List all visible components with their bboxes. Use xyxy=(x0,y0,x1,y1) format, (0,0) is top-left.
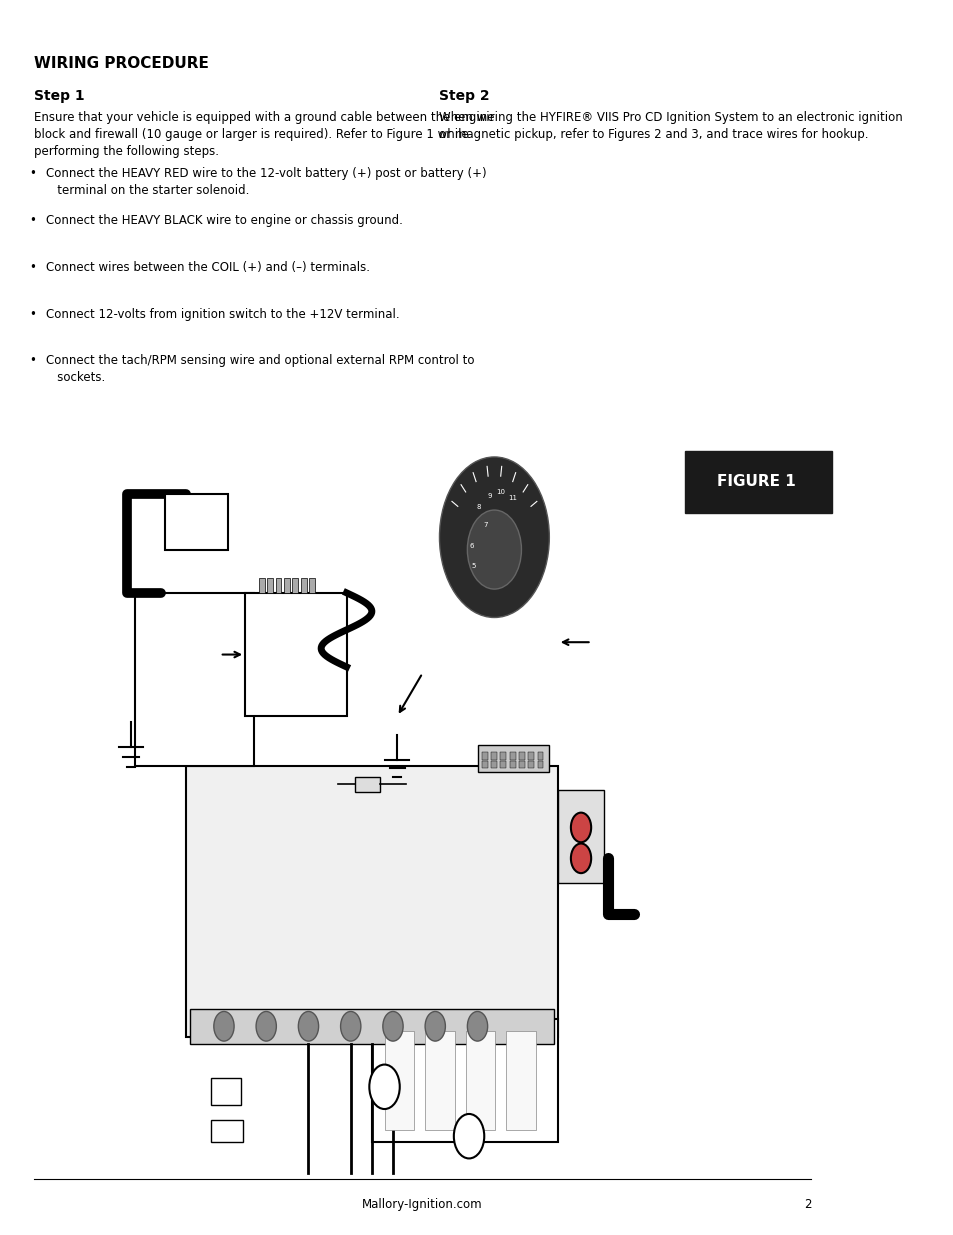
Bar xyxy=(186,766,558,1037)
Bar xyxy=(518,752,524,760)
Text: •: • xyxy=(30,214,36,227)
Bar xyxy=(245,593,346,716)
Bar xyxy=(481,761,487,768)
Text: Step 2: Step 2 xyxy=(439,89,490,103)
Bar xyxy=(518,761,524,768)
Bar xyxy=(558,790,603,883)
Bar xyxy=(425,1031,455,1130)
Circle shape xyxy=(425,1011,445,1041)
Bar xyxy=(499,761,506,768)
Text: 8: 8 xyxy=(476,504,480,510)
Circle shape xyxy=(454,1114,484,1158)
Text: 6: 6 xyxy=(469,543,474,550)
Text: Connect the HEAVY BLACK wire to engine or chassis ground.: Connect the HEAVY BLACK wire to engine o… xyxy=(47,214,403,227)
Bar xyxy=(491,752,497,760)
Bar xyxy=(309,578,314,593)
Text: Connect the tach/RPM sensing wire and optional external RPM control to
   socket: Connect the tach/RPM sensing wire and op… xyxy=(47,354,475,384)
Bar xyxy=(481,752,487,760)
Bar xyxy=(293,578,298,593)
Bar xyxy=(528,761,534,768)
Bar xyxy=(258,578,264,593)
Text: 10: 10 xyxy=(497,489,505,495)
Circle shape xyxy=(255,1011,276,1041)
Circle shape xyxy=(467,510,521,589)
Bar xyxy=(211,1078,240,1105)
Text: •: • xyxy=(30,167,36,180)
Bar xyxy=(267,578,273,593)
Circle shape xyxy=(382,1011,403,1041)
Text: Connect the HEAVY RED wire to the 12-volt battery (+) post or battery (+)
   ter: Connect the HEAVY RED wire to the 12-vol… xyxy=(47,167,487,196)
Circle shape xyxy=(570,813,591,842)
Text: Step 1: Step 1 xyxy=(33,89,85,103)
Circle shape xyxy=(369,1065,399,1109)
Text: When wiring the HYFIRE® VIIS Pro CD Ignition System to an electronic ignition
or: When wiring the HYFIRE® VIIS Pro CD Igni… xyxy=(439,111,902,141)
Text: 5: 5 xyxy=(471,563,475,569)
Text: Connect 12-volts from ignition switch to the +12V terminal.: Connect 12-volts from ignition switch to… xyxy=(47,308,399,321)
Bar xyxy=(506,1031,536,1130)
Circle shape xyxy=(298,1011,318,1041)
Bar xyxy=(211,1120,243,1142)
Circle shape xyxy=(213,1011,233,1041)
Text: 2: 2 xyxy=(803,1198,810,1210)
Text: 9: 9 xyxy=(487,493,491,499)
Bar xyxy=(537,761,543,768)
Bar xyxy=(372,1019,558,1142)
Bar xyxy=(477,745,549,772)
Bar xyxy=(300,578,307,593)
Text: Connect wires between the COIL (+) and (–) terminals.: Connect wires between the COIL (+) and (… xyxy=(47,261,370,274)
Circle shape xyxy=(467,1011,487,1041)
Bar xyxy=(135,593,253,766)
Bar xyxy=(465,1031,495,1130)
Circle shape xyxy=(340,1011,360,1041)
Bar xyxy=(355,777,380,792)
Bar xyxy=(284,578,290,593)
Bar xyxy=(509,761,515,768)
Bar xyxy=(165,494,228,550)
Bar xyxy=(275,578,281,593)
Wedge shape xyxy=(439,457,549,618)
Bar xyxy=(190,1009,553,1044)
Text: FIGURE 1: FIGURE 1 xyxy=(717,474,795,489)
Circle shape xyxy=(570,844,591,873)
Text: Mallory-Ignition.com: Mallory-Ignition.com xyxy=(362,1198,482,1210)
Bar xyxy=(491,761,497,768)
Text: 11: 11 xyxy=(508,495,517,501)
Text: WIRING PROCEDURE: WIRING PROCEDURE xyxy=(33,56,209,70)
Text: •: • xyxy=(30,308,36,321)
Bar xyxy=(509,752,515,760)
FancyBboxPatch shape xyxy=(684,451,832,513)
Bar xyxy=(528,752,534,760)
Bar xyxy=(384,1031,414,1130)
Bar xyxy=(537,752,543,760)
Text: 7: 7 xyxy=(483,522,488,529)
Text: •: • xyxy=(30,261,36,274)
Bar xyxy=(499,752,506,760)
Text: •: • xyxy=(30,354,36,368)
Text: Ensure that your vehicle is equipped with a ground cable between the engine
bloc: Ensure that your vehicle is equipped wit… xyxy=(33,111,494,158)
